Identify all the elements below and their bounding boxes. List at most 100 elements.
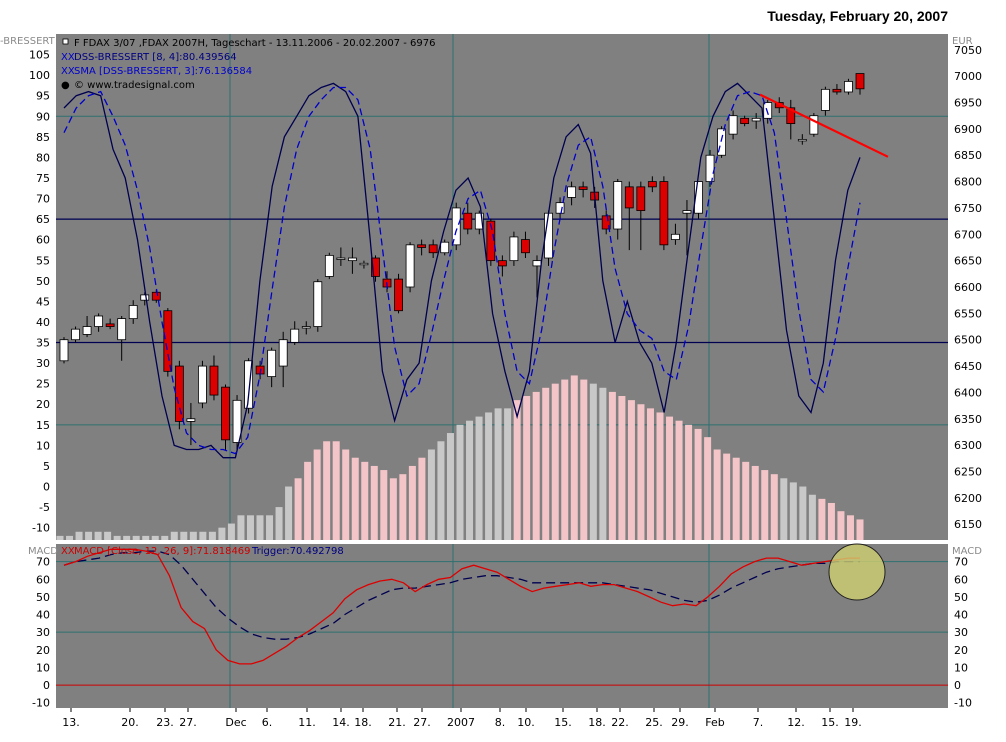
histogram-bar	[294, 478, 302, 540]
trigger-line	[63, 550, 860, 640]
x-tick-label: 15.	[554, 716, 572, 729]
histogram-bar	[237, 515, 245, 540]
dss-bressert-line	[63, 82, 861, 459]
left-tick-label: 100	[29, 69, 50, 82]
x-tick-label: 11.	[298, 716, 316, 729]
histogram-bar	[94, 531, 102, 540]
legend-item-1: DSS-BRESSERT [8, 4]:80.439564	[74, 52, 237, 63]
histogram-bar	[227, 523, 235, 540]
histogram-bar	[504, 408, 512, 540]
candle-body	[682, 210, 692, 214]
x-tick-label: 27.	[413, 716, 431, 729]
macd-panel[interactable]: XX MACD [Close, 12, 26, 9]:71.818469 Trigg…	[56, 543, 948, 708]
macd-left-tick: 60	[36, 573, 50, 586]
left-tick-label: 85	[36, 131, 50, 144]
x-tick-label: 2007	[447, 716, 475, 729]
trigger-legend-item: Trigger:70.492798	[251, 546, 344, 557]
left-tick-label: 65	[36, 213, 50, 226]
macd-legend-marker: XX	[61, 546, 75, 557]
legend-item-0: F FDAX 3/07 ,FDAX 2007H, Tageschart - 13…	[74, 38, 436, 49]
histogram-bar	[75, 531, 83, 540]
candle-body	[497, 260, 507, 267]
histogram-bar	[275, 507, 283, 540]
left-tick-label: 0	[43, 481, 50, 494]
histogram-bar	[856, 519, 864, 540]
histogram-bar	[532, 391, 540, 540]
x-tick-label: 22.	[611, 716, 629, 729]
candle-body	[578, 186, 588, 190]
legend-candle-marker	[62, 38, 69, 45]
candle-body	[809, 115, 819, 135]
histogram-bar	[304, 461, 312, 540]
histogram-bar	[189, 531, 197, 540]
highlight-circle	[828, 543, 886, 601]
x-tick-label: 21.	[388, 716, 406, 729]
macd-left-tick: 10	[36, 661, 50, 674]
histogram-bar	[313, 449, 321, 540]
candle-body	[140, 294, 150, 301]
x-tick-label: 13.	[62, 716, 80, 729]
candle-body	[371, 257, 380, 277]
histogram-bar	[380, 470, 388, 540]
candle-body	[474, 212, 484, 230]
histogram-bar	[85, 531, 93, 540]
x-tick-label: 14.	[332, 716, 350, 729]
x-tick-label: 29.	[671, 716, 689, 729]
chart-date-header: Tuesday, February 20, 2007	[767, 8, 948, 24]
histogram-bar	[808, 494, 816, 540]
candle-body	[601, 215, 611, 230]
right-price-label: EUR	[952, 36, 973, 47]
histogram-bar	[399, 474, 407, 540]
left-tick-label: 10	[36, 439, 50, 452]
histogram-bar	[723, 453, 731, 540]
candle-body	[451, 207, 461, 246]
histogram-bar	[437, 441, 445, 540]
left-tick-label: 90	[36, 110, 50, 123]
histogram-bar	[180, 531, 188, 540]
right-tick-label: 6750	[954, 202, 982, 215]
macd-line	[63, 548, 860, 665]
x-tick-label: 18.	[354, 716, 372, 729]
candle-body	[128, 305, 138, 320]
right-tick-label: 6650	[954, 255, 982, 268]
right-tick-label: 6850	[954, 149, 982, 162]
histogram-bar	[104, 531, 112, 540]
candle-body	[232, 399, 242, 443]
left-tick-label: 15	[36, 419, 50, 432]
macd-right-tick: 60	[954, 573, 968, 586]
histogram-bar	[608, 391, 616, 540]
x-tick-label: 7.	[753, 716, 764, 729]
histogram-bar	[113, 535, 121, 540]
main-price-panel[interactable]: F FDAX 3/07 ,FDAX 2007H, Tageschart - 13…	[56, 34, 948, 544]
macd-left-tick: 30	[36, 626, 50, 639]
candle-body	[797, 139, 807, 142]
candle-body	[820, 88, 830, 111]
candle-body	[832, 88, 842, 93]
histogram-bar	[656, 412, 664, 540]
candle-body	[163, 310, 173, 372]
candle-body	[267, 349, 277, 378]
right-tick-label: 6500	[954, 334, 982, 347]
histogram-bar	[446, 433, 454, 540]
candle-body	[324, 254, 334, 277]
histogram-bar	[589, 383, 597, 540]
left-tick-label: -10	[32, 522, 50, 535]
x-tick-label: 19.	[844, 716, 862, 729]
histogram-bar	[256, 515, 264, 540]
x-tick-label: 10.	[517, 716, 535, 729]
candle-body	[509, 236, 519, 262]
candle-body	[855, 73, 865, 90]
candle-body	[763, 102, 773, 119]
histogram-bar	[646, 408, 654, 540]
candle-body	[521, 239, 530, 254]
histogram-bar	[199, 531, 207, 540]
x-tick-label: 23.	[156, 716, 174, 729]
histogram-bar	[123, 535, 131, 540]
legend-marker: XX	[61, 52, 75, 63]
histogram-bar	[56, 535, 64, 540]
left-tick-label: 95	[36, 90, 50, 103]
macd-right-tick: 40	[954, 609, 968, 622]
histogram-bar	[389, 478, 397, 540]
left-tick-label: 5	[43, 460, 50, 473]
